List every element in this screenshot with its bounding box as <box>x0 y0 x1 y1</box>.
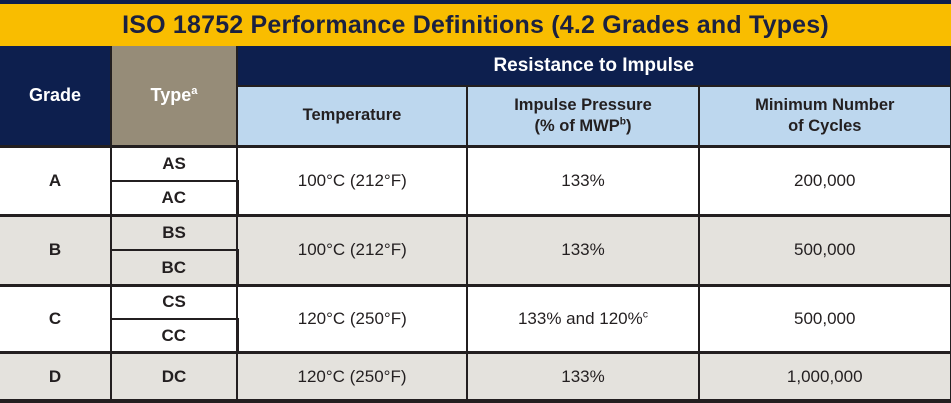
cycles-cell-d: 1,000,000 <box>698 351 951 403</box>
table-title-bar: ISO 18752 Performance Definitions (4.2 G… <box>0 4 951 46</box>
temperature-cell-d: 120°C (250°F) <box>236 351 468 403</box>
grade-cell-d: D <box>0 351 112 403</box>
impulse-header-line2-prefix: (% of MWP <box>534 116 620 135</box>
type-cell-ac: AC <box>111 179 239 217</box>
impulse-header-line2: (% of MWPb) <box>472 116 694 137</box>
impulse-value-b: 133% <box>561 240 605 260</box>
top-navy-strip <box>0 0 951 4</box>
header-row-group: Grade Typea Resistance to Impulse <box>0 46 951 147</box>
cycles-header-line2: of Cycles <box>788 116 862 135</box>
type-cell-cc: CC <box>111 318 239 354</box>
type-cell-bs: BS <box>110 214 238 252</box>
impulse-pressure-cell-a: 133% <box>466 144 700 217</box>
temperature-cell-a: 100°C (212°F) <box>236 144 468 217</box>
temperature-cell-b: 100°C (212°F) <box>236 214 468 287</box>
table-row-type-bc: BC <box>0 249 951 287</box>
type-footnote-sup: a <box>191 84 198 97</box>
temperature-column-header: Temperature <box>237 86 468 147</box>
cycles-cell-a: 200,000 <box>698 144 951 217</box>
grade-cell-c: C <box>0 283 112 354</box>
table-title: ISO 18752 Performance Definitions (4.2 G… <box>122 10 829 39</box>
table-row-grade-b: B BS 100°C (212°F) 133% 500,000 <box>0 214 951 287</box>
table-row-type-ac: AC <box>0 179 951 217</box>
type-column-header: Typea <box>110 46 238 147</box>
resistance-to-impulse-group-header: Resistance to Impulse <box>236 46 951 87</box>
impulse-value-a: 133% <box>561 170 605 190</box>
impulse-value-c: 133% and 120% <box>517 309 643 329</box>
table-row-grade-a: A AS 100°C (212°F) 133% 200,000 <box>0 144 951 217</box>
impulse-pressure-column-header: Impulse Pressure (% of MWPb) <box>466 86 700 147</box>
type-cell-dc: DC <box>110 351 238 403</box>
header-row-sub: Temperature Impulse Pressure (% of MWPb)… <box>0 86 951 147</box>
impulse-header-line2-suffix: ) <box>625 116 632 135</box>
type-cell-as: AS <box>110 144 238 182</box>
impulse-header-line1: Impulse Pressure <box>514 96 652 115</box>
type-cell-bc: BC <box>111 249 239 287</box>
table-row-grade-c: C CS 120°C (250°F) 133% and 120%c 500,00… <box>0 283 951 354</box>
type-cell-cs: CS <box>110 283 238 321</box>
table-row-grade-d: D DC 120°C (250°F) 133% 1,000,000 <box>0 351 951 403</box>
cycles-cell-c: 500,000 <box>698 283 951 354</box>
grade-cell-b: B <box>0 214 112 287</box>
mwp-footnote-sup: b <box>619 116 626 128</box>
impulse-pressure-cell-c: 133% and 120%c <box>466 283 700 354</box>
grade-cell-a: A <box>0 144 112 217</box>
impulse-value-d: 133% <box>561 366 605 386</box>
cycles-cell-b: 500,000 <box>698 214 951 287</box>
minimum-cycles-column-header: Minimum Number of Cycles <box>698 86 951 147</box>
type-header-label: Type <box>150 84 192 105</box>
impulse-note-c: c <box>642 308 649 321</box>
impulse-pressure-cell-b: 133% <box>466 214 700 287</box>
cycles-header-line1: Minimum Number <box>755 96 895 115</box>
grade-column-header: Grade <box>0 46 112 147</box>
grades-and-types-table: Grade Typea Resistance to Impulse Temper… <box>0 46 951 403</box>
table-row-type-cc: CC <box>0 318 951 354</box>
impulse-pressure-cell-d: 133% <box>466 351 700 403</box>
temperature-cell-c: 120°C (250°F) <box>236 283 468 354</box>
